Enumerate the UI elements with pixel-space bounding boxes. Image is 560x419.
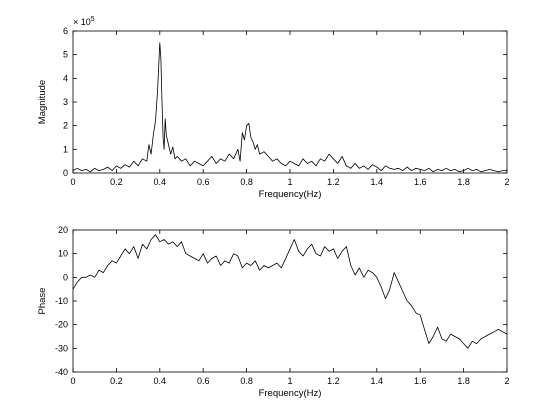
x-axis-label: Frequency(Hz) xyxy=(259,388,322,399)
y-axis-label: Phase xyxy=(37,288,48,315)
x-tick-label: 0.8 xyxy=(240,376,253,386)
y-tick-label: 10 xyxy=(58,249,68,259)
y-tick-label: -40 xyxy=(55,367,68,377)
x-tick-label: 0.2 xyxy=(110,177,123,187)
x-tick-label: 0.4 xyxy=(154,376,167,386)
x-tick-label: 1.2 xyxy=(327,376,340,386)
y-tick-label: 2 xyxy=(63,121,68,131)
axes-2: 0 0.2 0.4 0.6 0.8 1 1.2 1.4 1.6 1.8 2 -40 -30 -20 -10 0… xyxy=(37,225,510,399)
y-tick-label: -10 xyxy=(55,296,68,306)
exponent-power: 5 xyxy=(91,16,95,23)
x-tick-label: 1 xyxy=(287,177,292,187)
x-tick-label: 1.6 xyxy=(414,177,427,187)
x-tick-label: 1.8 xyxy=(457,376,470,386)
x-tick-label: 1.6 xyxy=(414,376,427,386)
y-tick-label: 3 xyxy=(63,97,68,107)
y-tick-label: 1 xyxy=(63,144,68,154)
axes-1: 0 0.2 0.4 0.6 0.8 1 1.2 1.4 1.6 1.8 2 0 1 2 3 4 5 6 Freque… xyxy=(37,16,510,200)
x-tick-label: 2 xyxy=(504,177,509,187)
x-tick-label: 2 xyxy=(504,376,509,386)
y-tick-label: 6 xyxy=(63,26,68,36)
x-tick-label: 1.8 xyxy=(457,177,470,187)
x-tick-label: 0 xyxy=(70,177,75,187)
y-tick-label: 0 xyxy=(63,168,68,178)
x-tick-label: 0.2 xyxy=(110,376,123,386)
exponent-base: × 10 xyxy=(73,17,91,27)
y-tick-label: 20 xyxy=(58,225,68,235)
y-tick-label: -20 xyxy=(55,320,68,330)
y-tick-label: 4 xyxy=(63,73,68,83)
y-tick-label: -30 xyxy=(55,343,68,353)
x-axis-label: Frequency(Hz) xyxy=(259,189,322,200)
plot-frame xyxy=(73,31,507,173)
x-tick-label: 0.8 xyxy=(240,177,253,187)
y-tick-label: 5 xyxy=(63,50,68,60)
x-tick-label: 1.2 xyxy=(327,177,340,187)
x-tick-label: 0 xyxy=(70,376,75,386)
x-tick-label: 0.6 xyxy=(197,376,210,386)
y-tick-label: 0 xyxy=(63,272,68,282)
x-tick-label: 1.4 xyxy=(371,177,384,187)
y-exponent-label: × 105 xyxy=(73,16,95,27)
x-tick-label: 0.4 xyxy=(154,177,167,187)
x-tick-label: 1.4 xyxy=(371,376,384,386)
plot-frame xyxy=(73,230,507,372)
x-tick-label: 0.6 xyxy=(197,177,210,187)
x-tick-label: 1 xyxy=(287,376,292,386)
y-axis-label: Magnitude xyxy=(37,80,48,124)
